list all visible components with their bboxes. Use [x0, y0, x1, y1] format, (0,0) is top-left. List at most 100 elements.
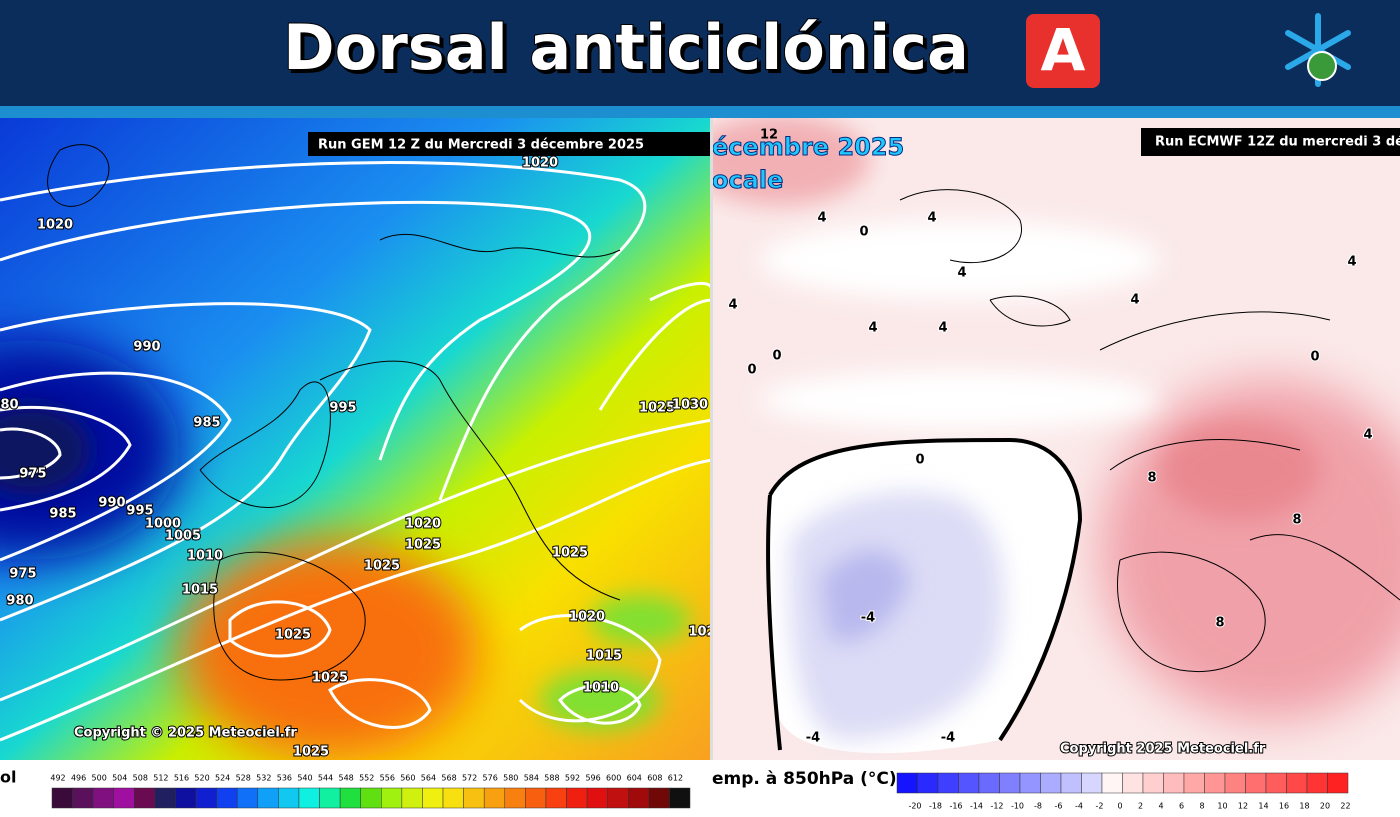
legend-swatch — [648, 787, 670, 809]
legend-tick: 572 — [462, 774, 477, 783]
legend-tick: 548 — [338, 774, 353, 783]
isobar-label: 1020 — [569, 610, 605, 625]
legend-swatch — [1163, 772, 1185, 794]
contour-label: 8 — [1215, 616, 1224, 631]
legend-swatch — [566, 787, 588, 809]
legend-tick: 6 — [1179, 802, 1184, 811]
legend-tick: 500 — [92, 774, 107, 783]
legend-tick: 580 — [503, 774, 518, 783]
isobar-label: 1015 — [586, 649, 622, 664]
isobar-label: 1030 — [672, 398, 708, 413]
isobar-label: 1010 — [583, 681, 619, 696]
contour-label: 8 — [1147, 471, 1156, 486]
legend-tick: 532 — [256, 774, 271, 783]
legend-tick: 568 — [441, 774, 456, 783]
header-bar — [0, 0, 1400, 106]
isobar-label: 1005 — [165, 529, 201, 544]
isobar-label: 975 — [9, 567, 36, 582]
legend-swatch — [1327, 772, 1349, 794]
isobar-label: 985 — [193, 416, 220, 431]
legend-swatch — [483, 787, 506, 809]
legend-swatch — [1040, 772, 1062, 794]
legend-swatch — [463, 787, 485, 809]
legend-tick: 492 — [50, 774, 65, 783]
legend-swatch — [896, 772, 918, 794]
contour-label: 0 — [1310, 350, 1319, 365]
contour-label: 8 — [1292, 513, 1301, 528]
legend-swatch — [381, 787, 403, 809]
left-map: Run GEM 12 Z du Mercredi 3 décembre 2025… — [0, 118, 715, 760]
isobar-label: 980 — [0, 398, 19, 413]
contour-label: 4 — [1347, 255, 1356, 270]
legend-swatch — [175, 787, 197, 809]
legend-swatch — [195, 787, 217, 809]
isobar-label: 980 — [6, 594, 33, 609]
isobar-label: 1015 — [182, 583, 218, 598]
legend-tick: 552 — [359, 774, 374, 783]
legend-swatch — [154, 787, 176, 809]
legend-tick: 14 — [1258, 802, 1268, 811]
legend-swatch — [607, 787, 629, 809]
legend-swatch — [113, 787, 135, 809]
legend-swatch — [422, 787, 444, 809]
legend-tick: 576 — [483, 774, 498, 783]
legend-swatch — [1204, 772, 1226, 794]
legend-tick: 4 — [1158, 802, 1163, 811]
header-stripe — [0, 106, 1400, 118]
legend-swatch — [545, 787, 567, 809]
legend-swatch — [1019, 772, 1041, 794]
isobar-label: 990 — [98, 496, 125, 511]
contour-label: 4 — [868, 321, 877, 336]
legend-swatch — [278, 787, 300, 809]
legend-swatch — [319, 787, 341, 809]
isobar-label: 995 — [329, 401, 356, 416]
contour-label: 4 — [938, 321, 947, 336]
contour-label: 4 — [957, 266, 966, 281]
isobar-label: 1020 — [522, 156, 558, 171]
legend-swatch — [298, 787, 320, 809]
legend-swatch — [669, 787, 691, 809]
contour-label: 4 — [927, 211, 936, 226]
legend-swatch — [917, 772, 939, 794]
date-fragment: écembre 2025 — [712, 133, 904, 161]
corner-label: 12 — [760, 128, 778, 143]
legend-swatch — [978, 772, 1000, 794]
contour-label: 0 — [747, 363, 756, 378]
subtitle-fragment: ocale — [712, 166, 783, 194]
contour-label: 4 — [728, 298, 737, 313]
legend-swatch — [1286, 772, 1308, 794]
contour-label: 0 — [915, 453, 924, 468]
snow-logo — [1285, 13, 1351, 87]
legend-tick: 496 — [71, 774, 86, 783]
contour-label: 4 — [817, 211, 826, 226]
legend-tick: 600 — [606, 774, 621, 783]
isobar-label: 1020 — [405, 517, 441, 532]
isobar-label: 1025 — [312, 671, 348, 686]
legend-swatch — [525, 787, 547, 809]
isobar-label: 1025 — [293, 745, 329, 760]
legend-tick: 16 — [1279, 802, 1289, 811]
contour-label: -4 — [806, 731, 820, 746]
legend-tick: 536 — [277, 774, 292, 783]
legend-tick: 516 — [174, 774, 189, 783]
contour-label: -4 — [941, 731, 955, 746]
legend-tick: 524 — [215, 774, 230, 783]
copyright: Copyright 2025 Meteociel.fr — [1060, 742, 1266, 757]
legend-swatch — [1060, 772, 1082, 794]
legend-swatch — [1101, 772, 1123, 794]
legend-tick: 8 — [1199, 802, 1204, 811]
isobar-label: 1025 — [405, 538, 441, 553]
legend-swatch — [257, 787, 279, 809]
legend-tick: -12 — [990, 802, 1003, 811]
isobar-label: 1025 — [364, 559, 400, 574]
legend-title: emp. à 850hPa (°C) — [712, 769, 897, 789]
legend-tick: 560 — [400, 774, 415, 783]
legend-swatch — [1224, 772, 1246, 794]
legend-swatch — [1142, 772, 1164, 794]
badge-letter: A — [1041, 16, 1086, 84]
legend-tick: 556 — [380, 774, 395, 783]
legend-tick: 584 — [524, 774, 539, 783]
legend-tick: -18 — [929, 802, 942, 811]
legend-tick: -20 — [908, 802, 921, 811]
isobar-label: 102 — [688, 625, 715, 640]
